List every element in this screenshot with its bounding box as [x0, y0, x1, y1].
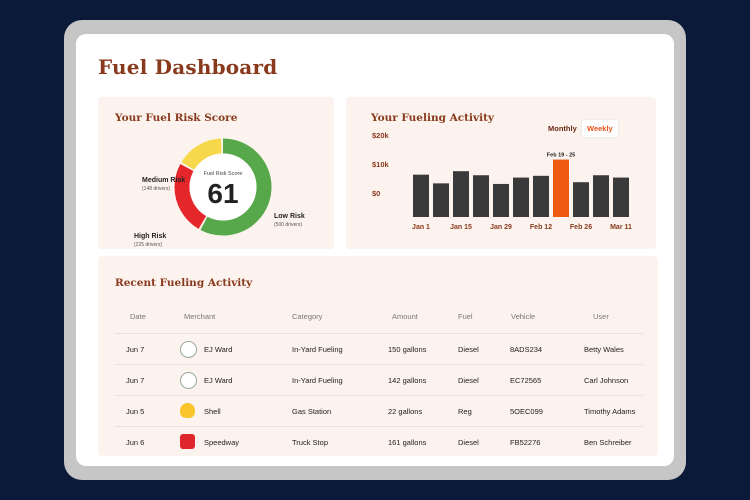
- medium-risk-name: Medium Risk: [142, 177, 186, 184]
- table-row[interactable]: Jun 6 Truck Stop 161 gallons Diesel FB52276 B…: [115, 426, 643, 457]
- cell-date: Jun 7: [126, 376, 145, 385]
- recent-fueling-title: Recent Fueling Activity: [115, 277, 253, 289]
- cell-user: Betty Wales: [584, 345, 624, 354]
- weekly-toggle[interactable]: Weekly: [582, 120, 618, 137]
- score-value: 61: [207, 178, 239, 209]
- cell-user: Carl Johnson: [584, 376, 629, 385]
- bar[interactable]: [453, 171, 469, 217]
- cell-category: Truck Stop: [292, 438, 328, 447]
- donut-center: [189, 153, 257, 221]
- score-label: Fuel Risk Score: [203, 171, 243, 177]
- cell-category: Gas Station: [292, 407, 332, 416]
- bar[interactable]: [593, 175, 609, 217]
- risk-donut-svg: [174, 138, 272, 236]
- cell-user: Ben Schreiber: [584, 438, 632, 447]
- high-risk-segment[interactable]: [174, 138, 272, 236]
- dashboard-screen: Fuel Dashboard Your Fuel Risk Score Fuel…: [76, 34, 674, 466]
- col-header-merchant[interactable]: Merchant: [184, 312, 216, 321]
- bar[interactable]: [533, 175, 549, 217]
- cell-fuel: Diesel: [458, 376, 479, 385]
- bar[interactable]: [513, 177, 529, 217]
- cell-date: Jun 6: [126, 438, 145, 447]
- bar-highlighted[interactable]: [553, 159, 569, 217]
- bar[interactable]: [493, 183, 509, 217]
- x-tick-label: Feb 26: [570, 224, 592, 231]
- ej-ward-logo-icon: [180, 341, 197, 358]
- col-header-vehicle[interactable]: Vehicle: [511, 312, 536, 321]
- low-risk-label: Low Risk (500 drivers): [274, 213, 305, 229]
- cell-merchant: EJ Ward: [204, 376, 233, 385]
- y-tick-label: $20k: [372, 131, 390, 140]
- x-tick-label: Jan 1: [412, 224, 430, 231]
- table-row[interactable]: Jun 5 Gas Station 22 gallons Reg 5OEC099 Timo…: [115, 395, 643, 426]
- col-header-date[interactable]: Date: [130, 312, 146, 321]
- high-risk-count: (225 drivers): [134, 242, 163, 248]
- cell-merchant: EJ Ward: [204, 345, 233, 354]
- cell-fuel: Reg: [458, 407, 472, 416]
- bar[interactable]: [413, 174, 429, 217]
- cell-amount: 142 gallons: [388, 376, 427, 385]
- y-tick-label: $10k: [372, 160, 390, 169]
- cell-vehicle: 8ADS234: [510, 345, 543, 354]
- low-risk-name: Low Risk: [274, 213, 305, 220]
- recent-fueling-card: Recent Fueling Activity Date Merchant Ca…: [98, 256, 658, 456]
- cell-fuel: Diesel: [458, 438, 479, 447]
- monthly-toggle[interactable]: Monthly: [548, 124, 577, 133]
- cell-vehicle: 5OEC099: [510, 407, 543, 416]
- cell-fuel: Diesel: [458, 345, 479, 354]
- table-row[interactable]: Jun 7 In-Yard Fueling 150 gallons Diesel 8AD…: [115, 333, 643, 364]
- bar[interactable]: [613, 177, 629, 217]
- col-header-amount[interactable]: Amount: [392, 312, 418, 321]
- low-risk-count: (500 drivers): [274, 222, 303, 228]
- x-tick-label: Feb 12: [530, 224, 552, 231]
- x-tick-label: Mar 11: [610, 224, 632, 231]
- y-tick-label: $0: [372, 189, 380, 198]
- x-tick-label: Jan 29: [490, 224, 512, 231]
- col-header-user[interactable]: User: [593, 312, 609, 321]
- cell-amount: 150 gallons: [388, 345, 427, 354]
- cell-date: Jun 7: [126, 345, 145, 354]
- bar[interactable]: [473, 175, 489, 217]
- cell-amount: 161 gallons: [388, 438, 427, 447]
- medium-risk-label: Medium Risk (148 drivers): [142, 177, 185, 193]
- cell-date: Jun 5: [126, 407, 145, 416]
- fueling-activity-card: Your Fueling Activity Monthly Weekly $0 $…: [346, 97, 656, 249]
- high-risk-name: High Risk: [134, 233, 167, 240]
- cell-vehicle: FB52276: [510, 438, 541, 447]
- medium-risk-count: (148 drivers): [142, 186, 171, 192]
- cell-user: Timothy Adams: [584, 407, 636, 416]
- cell-vehicle: EC72565: [510, 376, 542, 385]
- table-row[interactable]: Jun 7 In-Yard Fueling 142 gallons Diesel EC7…: [115, 364, 643, 395]
- risk-donut-chart: Fuel Risk Score 61: [173, 137, 273, 237]
- high-risk-label: High Risk (225 drivers): [134, 233, 166, 249]
- cell-merchant: Speedway: [204, 438, 240, 447]
- fuel-risk-card-title: Your Fuel Risk Score: [115, 112, 238, 124]
- cell-amount: 22 gallons: [388, 407, 423, 416]
- x-tick-label: Jan 15: [450, 224, 472, 231]
- highlight-bar-label: Feb 19 - 25: [547, 153, 575, 159]
- cell-category: In-Yard Fueling: [292, 376, 343, 385]
- cell-merchant: Shell: [204, 407, 221, 416]
- ej-ward-logo-icon: [180, 372, 197, 389]
- fuel-risk-card: Your Fuel Risk Score Fuel Risk Score 61 …: [98, 97, 334, 249]
- fueling-activity-chart: $0 $10k $20k Feb 19 - 25 Jan 1 Jan 15 Jan 29 Fe…: [372, 131, 632, 231]
- bar[interactable]: [573, 182, 589, 217]
- page-title: Fuel Dashboard: [98, 55, 278, 79]
- col-header-category[interactable]: Category: [292, 312, 323, 321]
- cell-category: In-Yard Fueling: [292, 345, 343, 354]
- shell-logo-icon: [180, 403, 195, 418]
- col-header-fuel[interactable]: Fuel: [458, 312, 473, 321]
- speedway-logo-icon: [180, 434, 195, 449]
- fueling-activity-title: Your Fueling Activity: [371, 112, 495, 124]
- low-risk-segment[interactable]: [174, 138, 272, 236]
- bar[interactable]: [433, 183, 449, 217]
